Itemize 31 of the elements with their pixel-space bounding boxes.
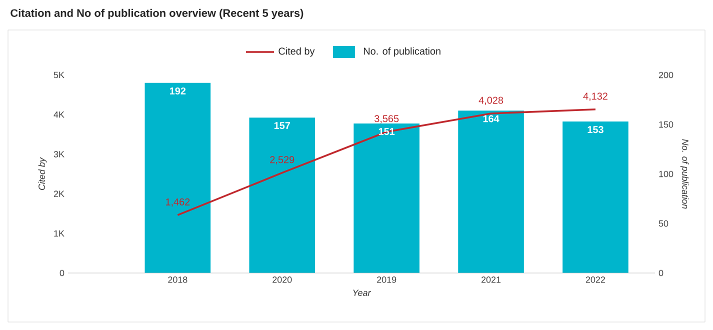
y-tick-label: 2K <box>54 190 64 197</box>
data-label: 4,132 <box>583 92 608 101</box>
data-label: 3,565 <box>374 115 399 124</box>
x-tick-label: 2019 <box>377 276 396 283</box>
chart-title: Citation and No of publication overview (Recent 5 years) <box>10 8 304 20</box>
x-axis-title: Year <box>353 290 372 296</box>
data-label: 157 <box>274 122 290 130</box>
legend-label: No. of publication <box>364 47 440 57</box>
y2-tick-label: 150 <box>659 121 674 128</box>
data-label: 164 <box>483 115 500 122</box>
data-label: 153 <box>588 126 604 134</box>
data-label: 192 <box>170 87 186 94</box>
y-tick-label: 4K <box>54 112 64 118</box>
data-label: 2,529 <box>270 156 294 164</box>
x-tick-label: 2022 <box>586 276 605 283</box>
legend-label: Cited by <box>278 47 315 57</box>
data-label: 4,028 <box>478 96 504 105</box>
y-axis-title: Cited by <box>38 157 47 190</box>
y2-tick-label: 200 <box>658 72 674 78</box>
y2-tick-label: 100 <box>659 170 674 178</box>
x-tick-label: 2020 <box>272 276 292 283</box>
y-tick-label: 1K <box>54 230 64 236</box>
y2-tick-label: 50 <box>658 220 668 227</box>
y-tick-label: 3K <box>54 151 64 158</box>
x-tick-label: 2021 <box>482 276 501 283</box>
x-tick-label: 2018 <box>168 276 188 283</box>
y-tick-label: 5K <box>54 72 64 78</box>
y-tick-label: 0 <box>60 270 64 276</box>
data-label: 1,462 <box>166 198 190 207</box>
y2-axis-title: No. of publication <box>680 139 689 209</box>
y2-tick-label: 0 <box>658 270 664 276</box>
